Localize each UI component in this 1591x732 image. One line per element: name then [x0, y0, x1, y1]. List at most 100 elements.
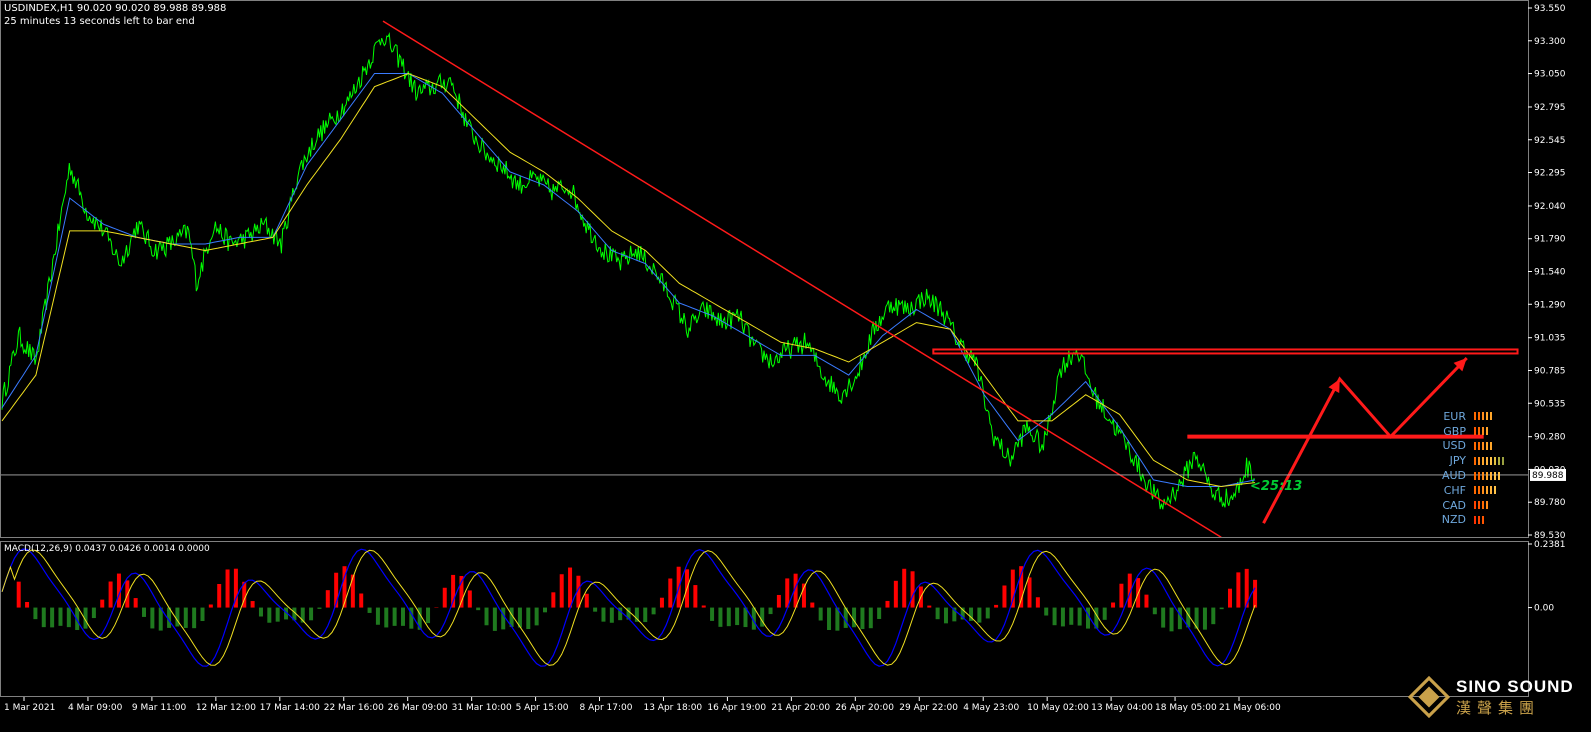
strength-bar — [1498, 456, 1500, 465]
y-tick-label: 93.300 — [1534, 37, 1566, 47]
macd-pane-border — [0, 541, 1529, 697]
strength-bar — [1502, 456, 1504, 465]
strength-bar — [1490, 456, 1492, 465]
x-tick-label: 21 Apr 20:00 — [771, 703, 830, 713]
x-tick-label: 29 Apr 22:00 — [899, 703, 958, 713]
strength-bar — [1474, 515, 1476, 524]
strength-bar — [1486, 471, 1488, 480]
x-tick-label: 4 Mar 09:00 — [68, 703, 123, 713]
logo-english: SINO SOUND — [1456, 676, 1574, 696]
strength-currency-label: NZD — [1441, 513, 1466, 527]
strength-bar — [1478, 456, 1480, 465]
strength-bar — [1494, 471, 1496, 480]
y-tick-label: 90.280 — [1534, 433, 1566, 443]
strength-currency-label: GBP — [1443, 424, 1466, 438]
strength-bar — [1478, 486, 1480, 495]
strength-bar — [1486, 412, 1488, 421]
macd-y-tick-label: 0.00 — [1534, 604, 1554, 614]
x-tick-label: 17 Mar 14:00 — [260, 703, 320, 713]
y-tick-label: 89.780 — [1534, 498, 1566, 508]
strength-bar — [1486, 441, 1488, 450]
resistance-line — [932, 348, 1519, 355]
x-tick-label: 9 Mar 11:00 — [132, 703, 187, 713]
macd-y-tick-label: 0.2381 — [1534, 540, 1566, 550]
macd-pane — [1, 548, 1258, 667]
x-tick-label: 8 Apr 17:00 — [580, 703, 633, 713]
strength-bar — [1490, 412, 1492, 421]
x-tick-label: 18 May 05:00 — [1155, 703, 1217, 713]
strength-row-nzd: NZD — [1430, 513, 1506, 528]
forecast-arrowhead-2 — [1453, 358, 1467, 372]
strength-currency-label: USD — [1442, 439, 1466, 453]
strength-row-eur: EUR — [1430, 409, 1506, 424]
x-tick-label: 31 Mar 10:00 — [452, 703, 512, 713]
strength-bar — [1474, 486, 1476, 495]
logo-chinese: 漢聲集團 — [1456, 698, 1541, 717]
strength-bar — [1490, 441, 1492, 450]
macd-line — [1, 548, 1256, 667]
x-tick-label: 13 May 04:00 — [1091, 703, 1153, 713]
strength-bar — [1482, 501, 1484, 510]
strength-bar — [1486, 501, 1488, 510]
macd-signal-line — [1, 549, 1256, 666]
ma-slow-line — [1, 72, 1256, 488]
strength-bar — [1478, 412, 1480, 421]
strength-row-aud: AUD — [1430, 468, 1506, 483]
strength-bar — [1482, 427, 1484, 436]
strength-row-jpy: JPY — [1430, 453, 1506, 468]
y-tick-label: 92.040 — [1534, 202, 1566, 212]
axes: 93.550 93.300 93.050 92.795 92.545 92.295 92.0… — [0, 0, 1566, 713]
strength-bar — [1482, 441, 1484, 450]
strength-currency-label: JPY — [1449, 454, 1466, 468]
strength-bar — [1486, 456, 1488, 465]
strength-bar — [1482, 456, 1484, 465]
y-tick-label: 90.785 — [1534, 366, 1566, 376]
strength-bar — [1482, 515, 1484, 524]
downtrend-line — [382, 20, 1222, 538]
strength-bar — [1482, 471, 1484, 480]
strength-bar — [1478, 471, 1480, 480]
forecast-arrowhead-1 — [1328, 378, 1340, 393]
strength-bar — [1486, 427, 1488, 436]
strength-currency-label: AUD — [1441, 469, 1466, 483]
y-tick-label: 91.035 — [1534, 334, 1566, 344]
price-pane — [0, 20, 1528, 538]
price-pane-border — [0, 0, 1529, 538]
strength-bar — [1474, 412, 1476, 421]
strength-row-cad: CAD — [1430, 498, 1506, 513]
y-tick-label: 92.295 — [1534, 169, 1566, 179]
ma-fast-line — [1, 73, 1256, 487]
strength-bar — [1474, 427, 1476, 436]
strength-bar — [1498, 471, 1500, 480]
x-tick-label: 16 Apr 19:00 — [707, 703, 766, 713]
strength-bar — [1478, 441, 1480, 450]
strength-bar — [1490, 471, 1492, 480]
strength-currency-label: EUR — [1443, 409, 1466, 423]
strength-bar — [1474, 441, 1476, 450]
x-tick-label: 22 Mar 16:00 — [324, 703, 384, 713]
strength-bar — [1474, 456, 1476, 465]
strength-bar — [1494, 456, 1496, 465]
y-tick-label: 93.550 — [1534, 4, 1566, 14]
y-tick-label: 89.530 — [1534, 531, 1566, 541]
y-tick-label: 91.290 — [1534, 300, 1566, 310]
bar-countdown-text: 25 minutes 13 seconds left to bar end — [4, 16, 195, 27]
macd-header: MACD(12,26,9) 0.0437 0.0426 0.0014 0.000… — [4, 544, 210, 554]
strength-bar — [1474, 501, 1476, 510]
price-line — [1, 31, 1255, 510]
y-tick-label: 93.050 — [1534, 70, 1566, 80]
strength-bar — [1478, 427, 1480, 436]
strength-bar — [1486, 486, 1488, 495]
y-tick-label: 91.790 — [1534, 235, 1566, 245]
x-tick-label: 5 Apr 15:00 — [516, 703, 569, 713]
x-tick-label: 26 Apr 20:00 — [835, 703, 894, 713]
y-tick-label: 92.795 — [1534, 103, 1566, 113]
countdown-overlay: <25:13 — [1250, 479, 1303, 494]
strength-bar — [1482, 412, 1484, 421]
sino-sound-logo: SINO SOUND 漢聲集團 — [1408, 666, 1591, 728]
y-tick-label: 90.535 — [1534, 399, 1566, 409]
strength-row-gbp: GBP — [1430, 424, 1506, 439]
symbol-header: USDINDEX,H1 90.020 90.020 89.988 89.988 — [4, 3, 227, 14]
y-tick-label: 92.545 — [1534, 136, 1566, 146]
